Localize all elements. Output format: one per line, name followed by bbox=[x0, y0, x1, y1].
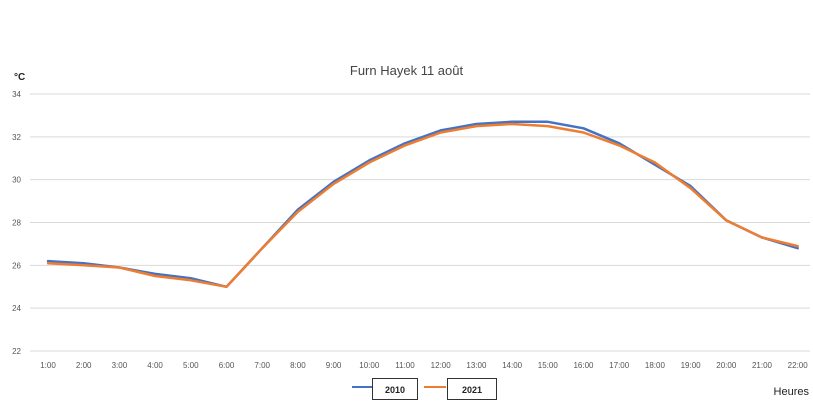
legend-label-2021: 2021 bbox=[447, 378, 497, 400]
legend-label-2010: 2010 bbox=[372, 378, 418, 400]
x-tick-11-00: 11:00 bbox=[395, 361, 415, 370]
x-tick-15-00: 15:00 bbox=[538, 361, 559, 370]
x-tick-labels: 1:00 2:00 3:00 4:00 5:00 6:00 7:00 8:00 9:00 10:0… bbox=[40, 361, 808, 370]
x-tick-22-00: 22:00 bbox=[788, 361, 809, 370]
legend-swatch-2010 bbox=[352, 386, 374, 388]
x-axis-label: Heures bbox=[773, 386, 809, 398]
y-tick-32: 32 bbox=[12, 133, 21, 142]
y-tick-34: 34 bbox=[12, 90, 21, 99]
y-tick-30: 30 bbox=[12, 176, 21, 185]
x-tick-1-00: 1:00 bbox=[40, 361, 56, 370]
legend-swatch-2021 bbox=[424, 386, 446, 388]
x-tick-16-00: 16:00 bbox=[573, 361, 594, 370]
x-tick-2-00: 2:00 bbox=[76, 361, 92, 370]
x-tick-9-00: 9:00 bbox=[326, 361, 342, 370]
x-tick-7-00: 7:00 bbox=[254, 361, 270, 370]
x-tick-14-00: 14:00 bbox=[502, 361, 523, 370]
y-tick-24: 24 bbox=[12, 304, 21, 313]
x-tick-6-00: 6:00 bbox=[219, 361, 235, 370]
grid-lines bbox=[30, 93, 810, 352]
series-line-2010 bbox=[46, 120, 799, 289]
y-tick-22: 22 bbox=[12, 347, 21, 356]
x-tick-8-00: 8:00 bbox=[290, 361, 306, 370]
x-tick-17-00: 17:00 bbox=[609, 361, 630, 370]
x-tick-19-00: 19:00 bbox=[681, 361, 702, 370]
y-tick-26: 26 bbox=[12, 261, 21, 270]
x-tick-3-00: 3:00 bbox=[112, 361, 128, 370]
chart-title: Furn Hayek 11 août bbox=[349, 63, 464, 78]
x-tick-13-00: 13:00 bbox=[466, 361, 487, 370]
x-tick-21-00: 21:00 bbox=[752, 361, 773, 370]
series-lines bbox=[46, 120, 799, 289]
x-tick-12-00: 12:00 bbox=[431, 361, 452, 370]
y-axis-label: °C bbox=[14, 72, 26, 83]
series-line-2021 bbox=[46, 122, 799, 289]
y-tick-labels: 22 24 26 28 30 32 34 bbox=[12, 90, 21, 356]
x-tick-5-00: 5:00 bbox=[183, 361, 199, 370]
y-tick-28: 28 bbox=[12, 219, 21, 228]
x-tick-18-00: 18:00 bbox=[645, 361, 666, 370]
x-tick-20-00: 20:00 bbox=[716, 361, 737, 370]
x-tick-4-00: 4:00 bbox=[147, 361, 163, 370]
x-tick-10-00: 10:00 bbox=[359, 361, 380, 370]
